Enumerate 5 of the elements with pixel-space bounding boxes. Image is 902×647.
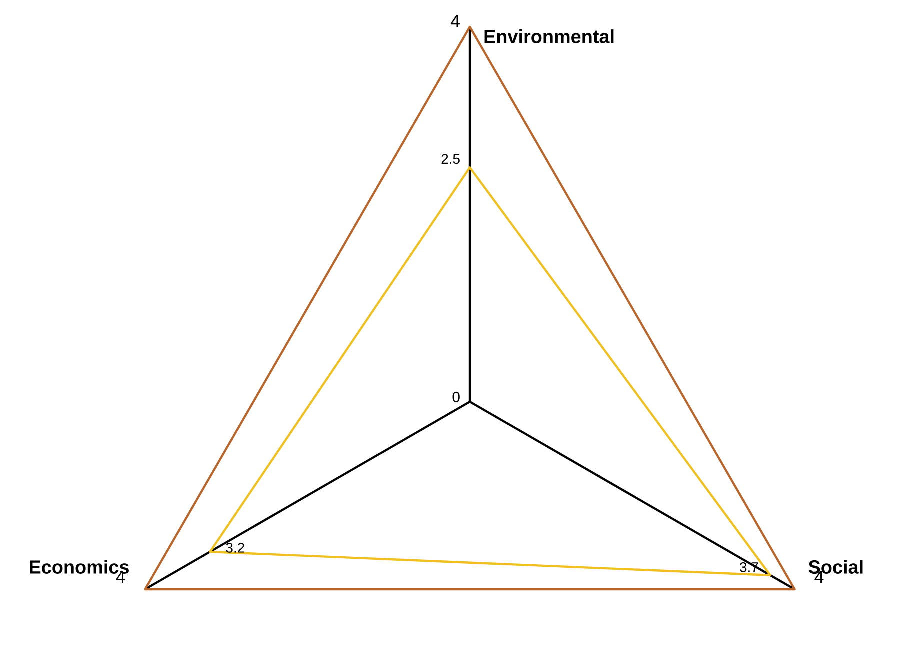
- data-label: 3.2: [226, 543, 244, 553]
- data-label: 2.5: [442, 154, 460, 164]
- spoke-label: Environmental: [484, 30, 614, 44]
- data-label: 3.7: [740, 562, 758, 572]
- y-tick-label: 0: [452, 392, 460, 402]
